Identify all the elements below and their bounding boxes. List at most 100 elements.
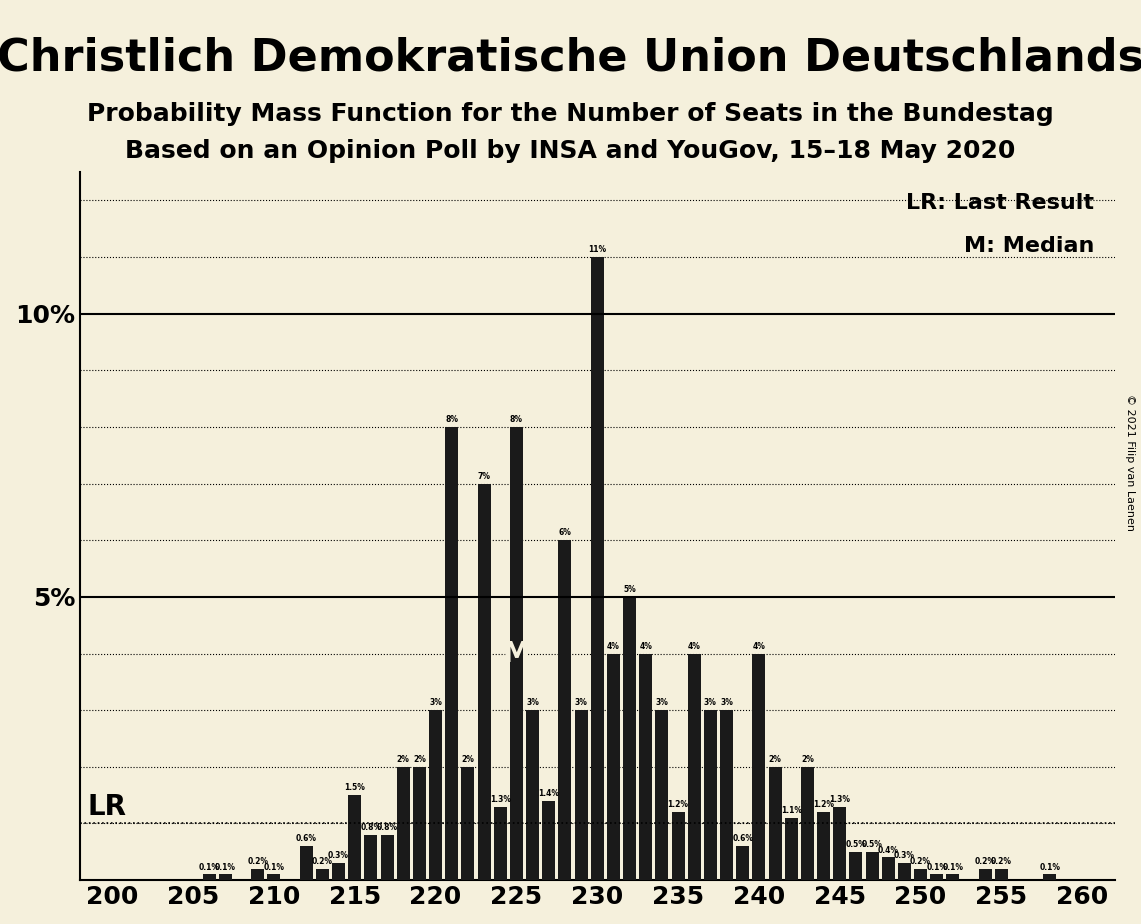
Bar: [591, 257, 604, 881]
Bar: [364, 834, 378, 881]
Text: 0.1%: 0.1%: [199, 863, 220, 871]
Text: 4%: 4%: [752, 642, 766, 650]
Text: M: M: [502, 639, 531, 667]
Bar: [332, 863, 345, 881]
Bar: [461, 767, 475, 881]
Text: Christlich Demokratische Union Deutschlands: Christlich Demokratische Union Deutschla…: [0, 37, 1141, 80]
Bar: [914, 869, 926, 881]
Text: © 2021 Filip van Laenen: © 2021 Filip van Laenen: [1125, 394, 1135, 530]
Bar: [348, 796, 362, 881]
Text: 2%: 2%: [413, 755, 426, 764]
Text: 1.3%: 1.3%: [830, 795, 850, 804]
Bar: [575, 711, 588, 881]
Bar: [251, 869, 265, 881]
Bar: [704, 711, 717, 881]
Bar: [510, 427, 523, 881]
Text: 1.4%: 1.4%: [539, 789, 559, 798]
Text: 8%: 8%: [510, 415, 523, 424]
Text: 1.1%: 1.1%: [780, 806, 802, 815]
Text: 0.2%: 0.2%: [911, 857, 931, 866]
Bar: [720, 711, 733, 881]
Bar: [946, 874, 960, 881]
Bar: [607, 653, 620, 881]
Bar: [316, 869, 329, 881]
Bar: [203, 874, 216, 881]
Text: 1.2%: 1.2%: [814, 800, 834, 809]
Text: 0.8%: 0.8%: [361, 823, 381, 832]
Bar: [429, 711, 442, 881]
Text: 3%: 3%: [655, 699, 669, 708]
Bar: [769, 767, 782, 881]
Bar: [558, 541, 572, 881]
Bar: [526, 711, 539, 881]
Bar: [898, 863, 911, 881]
Bar: [882, 857, 895, 881]
Text: Based on an Opinion Poll by INSA and YouGov, 15–18 May 2020: Based on an Opinion Poll by INSA and You…: [126, 139, 1015, 163]
Bar: [752, 653, 766, 881]
Bar: [219, 874, 232, 881]
Text: 1.3%: 1.3%: [489, 795, 511, 804]
Text: 2%: 2%: [769, 755, 782, 764]
Bar: [817, 812, 830, 881]
Text: 0.1%: 0.1%: [942, 863, 963, 871]
Text: LR: Last Result: LR: Last Result: [906, 193, 1094, 213]
Text: 0.3%: 0.3%: [893, 851, 915, 860]
Text: 3%: 3%: [429, 699, 442, 708]
Bar: [688, 653, 701, 881]
Text: 0.8%: 0.8%: [377, 823, 397, 832]
Text: 0.1%: 0.1%: [264, 863, 284, 871]
Bar: [849, 852, 863, 881]
Bar: [785, 818, 798, 881]
Bar: [866, 852, 879, 881]
Text: 5%: 5%: [623, 585, 636, 594]
Text: 7%: 7%: [478, 472, 491, 480]
Text: 0.1%: 0.1%: [1039, 863, 1060, 871]
Text: 0.2%: 0.2%: [990, 857, 1012, 866]
Text: 2%: 2%: [461, 755, 475, 764]
Bar: [267, 874, 281, 881]
Bar: [478, 483, 491, 881]
Bar: [300, 846, 313, 881]
Bar: [1044, 874, 1057, 881]
Bar: [623, 597, 636, 881]
Text: 0.1%: 0.1%: [926, 863, 947, 871]
Text: 0.5%: 0.5%: [861, 840, 882, 849]
Text: 4%: 4%: [639, 642, 653, 650]
Text: 1.5%: 1.5%: [345, 784, 365, 793]
Bar: [801, 767, 814, 881]
Text: 4%: 4%: [688, 642, 701, 650]
Bar: [639, 653, 653, 881]
Bar: [930, 874, 944, 881]
Bar: [995, 869, 1008, 881]
Text: LR: LR: [88, 793, 127, 821]
Text: M: Median: M: Median: [963, 236, 1094, 256]
Bar: [542, 801, 556, 881]
Text: 2%: 2%: [801, 755, 814, 764]
Text: 3%: 3%: [575, 699, 588, 708]
Bar: [736, 846, 750, 881]
Bar: [979, 869, 992, 881]
Text: 0.2%: 0.2%: [311, 857, 333, 866]
Text: 3%: 3%: [720, 699, 733, 708]
Bar: [397, 767, 410, 881]
Text: 0.2%: 0.2%: [248, 857, 268, 866]
Text: 0.6%: 0.6%: [733, 834, 753, 844]
Text: 0.3%: 0.3%: [329, 851, 349, 860]
Text: 2%: 2%: [397, 755, 410, 764]
Text: 4%: 4%: [607, 642, 620, 650]
Text: 11%: 11%: [588, 245, 606, 254]
Bar: [833, 807, 847, 881]
Bar: [413, 767, 426, 881]
Text: 0.6%: 0.6%: [296, 834, 317, 844]
Text: 0.2%: 0.2%: [974, 857, 996, 866]
Bar: [672, 812, 685, 881]
Text: 0.5%: 0.5%: [845, 840, 866, 849]
Text: 1.2%: 1.2%: [667, 800, 688, 809]
Bar: [655, 711, 669, 881]
Bar: [494, 807, 507, 881]
Text: 8%: 8%: [445, 415, 459, 424]
Text: 3%: 3%: [526, 699, 539, 708]
Text: 0.4%: 0.4%: [877, 845, 899, 855]
Text: Probability Mass Function for the Number of Seats in the Bundestag: Probability Mass Function for the Number…: [87, 102, 1054, 126]
Text: 3%: 3%: [704, 699, 717, 708]
